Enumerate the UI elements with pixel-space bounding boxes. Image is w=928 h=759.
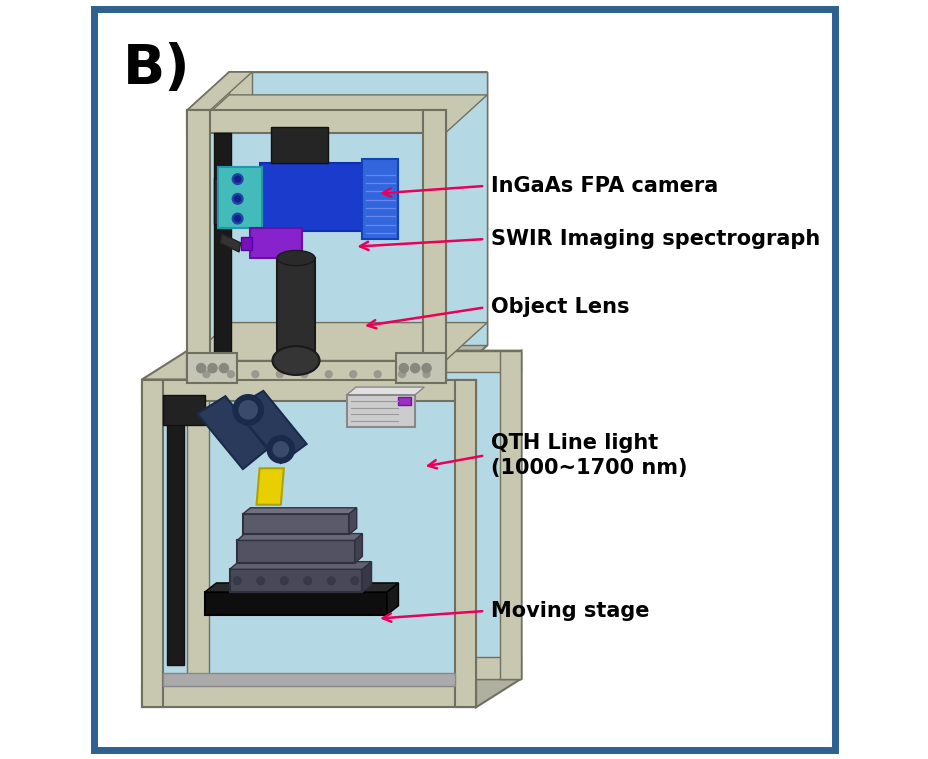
- Bar: [163, 673, 454, 686]
- Circle shape: [374, 370, 380, 378]
- Polygon shape: [187, 351, 521, 679]
- Polygon shape: [475, 351, 521, 707]
- Bar: [217, 167, 262, 228]
- Circle shape: [232, 213, 243, 224]
- Polygon shape: [187, 345, 251, 383]
- Bar: [237, 540, 354, 563]
- Circle shape: [303, 577, 311, 584]
- Bar: [454, 380, 475, 707]
- Bar: [187, 110, 445, 133]
- Bar: [271, 127, 328, 163]
- Circle shape: [421, 364, 431, 373]
- Polygon shape: [349, 508, 356, 534]
- Circle shape: [235, 216, 240, 222]
- Bar: [187, 361, 445, 383]
- Bar: [142, 686, 475, 707]
- Circle shape: [235, 196, 240, 202]
- Polygon shape: [187, 72, 251, 110]
- Text: QTH Line light
(1000~1700 nm): QTH Line light (1000~1700 nm): [491, 433, 687, 478]
- Circle shape: [410, 364, 419, 373]
- Bar: [213, 133, 230, 361]
- Circle shape: [233, 395, 263, 425]
- Text: InGaAs FPA camera: InGaAs FPA camera: [491, 176, 717, 196]
- Circle shape: [227, 370, 234, 378]
- Circle shape: [398, 370, 406, 378]
- Circle shape: [351, 577, 358, 584]
- Bar: [167, 401, 184, 665]
- Bar: [142, 380, 475, 707]
- Circle shape: [197, 364, 205, 373]
- Bar: [142, 380, 475, 401]
- Polygon shape: [387, 583, 398, 615]
- Bar: [362, 159, 398, 239]
- Bar: [142, 380, 163, 707]
- Circle shape: [349, 370, 356, 378]
- Bar: [242, 514, 349, 534]
- Circle shape: [238, 401, 257, 419]
- Polygon shape: [445, 72, 487, 383]
- Polygon shape: [187, 72, 487, 110]
- Circle shape: [203, 370, 210, 378]
- Polygon shape: [187, 351, 209, 679]
- Bar: [187, 110, 210, 383]
- Circle shape: [399, 364, 408, 373]
- Ellipse shape: [272, 346, 319, 375]
- Bar: [229, 569, 362, 592]
- Circle shape: [277, 370, 283, 378]
- Bar: [187, 353, 237, 383]
- Bar: [213, 178, 244, 224]
- Circle shape: [273, 442, 288, 457]
- Circle shape: [325, 370, 332, 378]
- Polygon shape: [142, 351, 521, 380]
- Bar: [277, 258, 315, 361]
- Polygon shape: [234, 391, 306, 463]
- Bar: [241, 237, 251, 250]
- Circle shape: [267, 436, 294, 463]
- Circle shape: [235, 176, 240, 182]
- Polygon shape: [229, 72, 251, 345]
- Circle shape: [328, 577, 335, 584]
- Text: Moving stage: Moving stage: [491, 601, 649, 621]
- Circle shape: [251, 370, 259, 378]
- Polygon shape: [187, 351, 521, 372]
- Polygon shape: [237, 534, 362, 540]
- Circle shape: [208, 364, 217, 373]
- Polygon shape: [346, 387, 424, 395]
- Polygon shape: [220, 234, 240, 252]
- Bar: [395, 353, 445, 383]
- Circle shape: [219, 364, 228, 373]
- Polygon shape: [187, 95, 487, 133]
- Bar: [346, 395, 415, 427]
- Bar: [398, 397, 410, 405]
- Text: SWIR Imaging spectrograph: SWIR Imaging spectrograph: [491, 229, 819, 249]
- Circle shape: [232, 174, 243, 184]
- Circle shape: [422, 370, 430, 378]
- Ellipse shape: [277, 250, 315, 266]
- Bar: [259, 163, 362, 231]
- Circle shape: [280, 577, 288, 584]
- Polygon shape: [229, 72, 487, 345]
- Polygon shape: [229, 562, 371, 569]
- Circle shape: [232, 194, 243, 204]
- Bar: [205, 592, 387, 615]
- Text: B): B): [122, 42, 190, 96]
- Polygon shape: [354, 534, 362, 563]
- Bar: [187, 110, 445, 383]
- Bar: [422, 110, 445, 383]
- Polygon shape: [187, 657, 521, 679]
- Circle shape: [301, 370, 307, 378]
- Polygon shape: [499, 351, 521, 679]
- Polygon shape: [256, 468, 284, 505]
- Polygon shape: [205, 583, 398, 592]
- Polygon shape: [197, 396, 267, 469]
- Polygon shape: [187, 323, 487, 361]
- Circle shape: [233, 577, 240, 584]
- Polygon shape: [242, 508, 356, 514]
- Bar: [251, 228, 302, 258]
- Text: Object Lens: Object Lens: [491, 298, 629, 317]
- Polygon shape: [362, 562, 371, 592]
- Bar: [163, 395, 205, 425]
- Circle shape: [257, 577, 264, 584]
